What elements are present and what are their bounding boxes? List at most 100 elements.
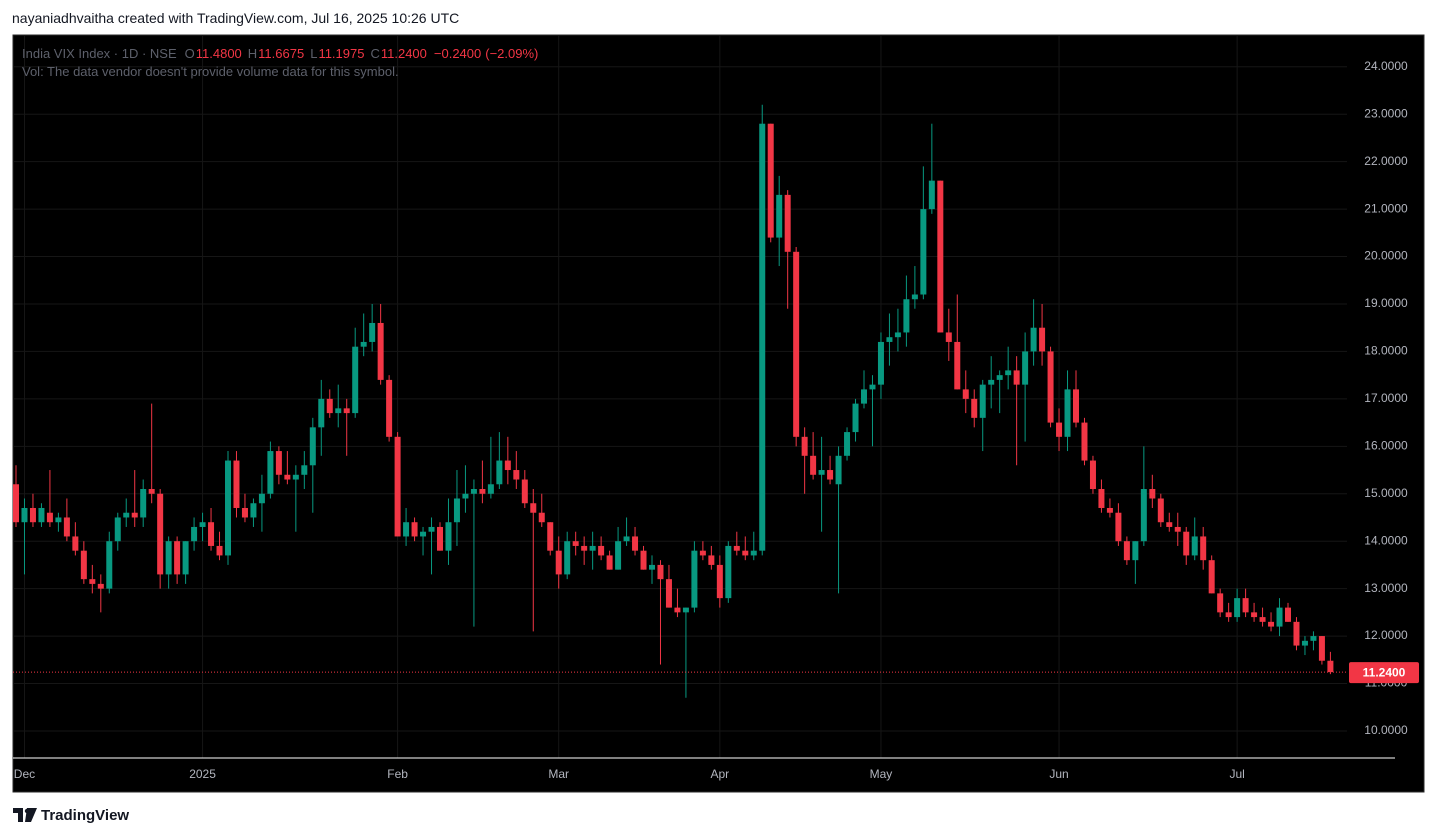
candle-body — [810, 455, 817, 475]
candle-body — [1123, 541, 1130, 561]
symbol: India VIX Index · 1D · NSE — [22, 46, 177, 61]
candle-body — [55, 517, 62, 523]
candle-body — [1183, 531, 1190, 556]
candle-body — [1234, 598, 1241, 618]
candle-body — [199, 522, 206, 527]
ohlc-value: 11.6675 — [258, 46, 305, 61]
candle-body — [250, 503, 257, 518]
candle-body — [89, 579, 96, 584]
candle-body — [801, 436, 808, 456]
candle-body — [750, 550, 757, 556]
candle-body — [513, 470, 520, 480]
y-tick-label: 13.0000 — [1364, 581, 1408, 595]
candle-body — [403, 522, 410, 537]
x-tick-label: Dec — [14, 767, 35, 781]
candle-body — [258, 493, 265, 504]
candle-body — [1106, 507, 1113, 513]
candle-body — [1200, 536, 1207, 561]
candle-body — [674, 607, 681, 613]
candle-body — [682, 607, 689, 613]
candle-body — [530, 503, 537, 513]
candle-body — [835, 455, 842, 485]
y-tick-label: 10.0000 — [1364, 723, 1408, 737]
candle-body — [1166, 522, 1173, 527]
logo — [13, 808, 37, 822]
candle-body — [962, 389, 969, 399]
y-tick-label: 16.0000 — [1364, 438, 1408, 452]
candle-body — [1157, 498, 1164, 523]
candle-body — [581, 545, 588, 551]
candle-body — [538, 512, 545, 523]
candle-body — [886, 337, 893, 342]
candle-body — [13, 484, 19, 523]
candle-body — [615, 541, 622, 570]
candle-body — [589, 545, 596, 551]
candle-body — [63, 517, 70, 537]
candle-body — [1039, 327, 1046, 352]
candle-body — [1285, 607, 1291, 622]
candle-body — [708, 555, 715, 565]
x-tick-label: Apr — [710, 767, 729, 781]
candle-body — [598, 545, 605, 556]
candle-body — [275, 451, 282, 475]
x-tick-label: Jul — [1229, 767, 1244, 781]
chart-background — [12, 34, 1425, 793]
candle-body — [216, 545, 223, 556]
x-tick-label: Mar — [548, 767, 569, 781]
candle-body — [954, 341, 961, 390]
x-tick-label: May — [870, 767, 893, 781]
candle-body — [1327, 660, 1334, 673]
y-tick-label: 20.0000 — [1364, 249, 1408, 263]
candle-body — [157, 493, 164, 575]
ohlc-value: 11.2400 — [380, 46, 427, 61]
candle-body — [140, 489, 147, 518]
ohlc-name: L — [310, 46, 318, 61]
last-price-tag — [1349, 662, 1419, 684]
y-tick-label: 15.0000 — [1364, 486, 1408, 500]
candle-body — [827, 470, 834, 480]
candle-body — [852, 403, 859, 433]
candle-body — [988, 379, 995, 385]
candle-body — [352, 346, 359, 414]
candle-body — [1005, 370, 1012, 376]
candle-body — [1293, 621, 1300, 646]
y-tick-label: 18.0000 — [1364, 344, 1408, 358]
candle-body — [572, 541, 579, 546]
candle-body — [894, 332, 901, 338]
candle-body — [759, 123, 766, 551]
candle-body — [411, 522, 418, 537]
candle-body — [776, 194, 783, 238]
x-tick-label: 2025 — [189, 767, 216, 781]
candle-body — [301, 465, 308, 475]
candle-body — [564, 541, 571, 575]
candle-body — [920, 209, 927, 295]
candle-body — [767, 123, 774, 238]
candle-body — [106, 541, 113, 589]
candle-body — [699, 550, 706, 556]
candle-body — [1140, 489, 1147, 542]
candle-body — [657, 564, 664, 580]
y-tick-label: 17.0000 — [1364, 391, 1408, 405]
candle-body — [1242, 598, 1249, 613]
candle-body — [437, 526, 443, 551]
candle-body — [1268, 621, 1275, 627]
candle-body — [182, 541, 189, 575]
candle-body — [428, 526, 435, 532]
candle-body — [360, 341, 367, 347]
candle-body — [665, 579, 672, 608]
candle-body — [1047, 351, 1054, 423]
candle-body — [1081, 422, 1088, 461]
candle-body — [453, 498, 460, 523]
legend: India VIX Index · 1D · NSE O11.4800 H11.66… — [22, 45, 539, 81]
candle-body — [1310, 636, 1317, 641]
change: −0.2400 — [433, 46, 482, 61]
candle-body — [1318, 636, 1325, 661]
ohlc-name: O — [184, 46, 195, 61]
candle-body — [861, 389, 867, 404]
ohlc-value: 11.1975 — [318, 46, 365, 61]
candle-body — [1149, 489, 1156, 499]
x-tick-label: Feb — [387, 767, 408, 781]
candle-body — [742, 550, 749, 556]
candle-body — [1030, 327, 1037, 352]
